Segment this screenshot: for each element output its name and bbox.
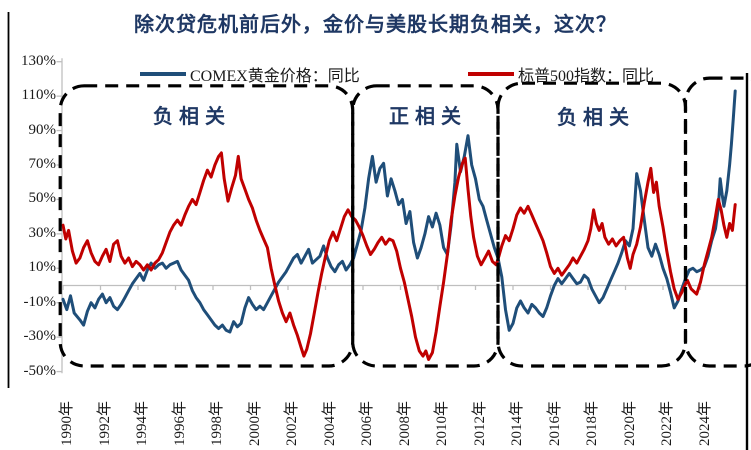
- correlation-region-box-1: [351, 84, 500, 368]
- y-axis-tick-label: 90%: [28, 121, 57, 138]
- y-axis-tick-label: 50%: [28, 190, 57, 207]
- legend-label-gold: COMEX黄金价格：同比: [190, 68, 360, 85]
- x-axis-tick-label: 1992年: [96, 400, 113, 446]
- x-axis-tick-label: 2002年: [284, 400, 300, 446]
- legend-label-spx: 标普500指数：同比: [518, 68, 655, 85]
- y-axis-tick-label: -10%: [23, 293, 57, 310]
- x-axis-tick-label: 2000年: [246, 400, 263, 446]
- y-axis-tick-label: 110%: [21, 87, 56, 104]
- correlation-region-box-3: [683, 76, 751, 368]
- x-axis-tick-label: 2022年: [659, 400, 675, 446]
- y-axis-tick-label: 70%: [28, 155, 57, 172]
- region-label-negative-2: 负相关: [557, 107, 635, 129]
- spx-line-swatch: [468, 72, 514, 76]
- x-axis-tick-label: 1996年: [171, 400, 188, 446]
- correlation-region-box-2: [496, 81, 688, 368]
- x-axis-tick-label: 1990年: [59, 400, 75, 446]
- gold-series-line: [61, 89, 737, 334]
- x-axis-tick-label: 2014年: [509, 400, 525, 446]
- x-axis-tick-label: 1998年: [209, 400, 225, 446]
- y-axis-tick-label: 30%: [28, 224, 57, 241]
- chart-title: 除次贷危机前后外，金价与美股长期负相关，这次？: [134, 14, 617, 36]
- region-label-positive: 正相关: [389, 106, 467, 128]
- x-axis-tick-label: 2020年: [621, 400, 638, 446]
- legend-item-gold: COMEX黄金价格：同比: [140, 62, 360, 86]
- correlation-region-box-0: [58, 84, 355, 368]
- x-axis-tick-label: 2004年: [321, 400, 338, 446]
- x-axis-tick-label: 2016年: [546, 400, 563, 446]
- y-axis-tick-label: 130%: [21, 52, 56, 69]
- y-axis-tick-label: -50%: [23, 362, 57, 379]
- region-label-negative-1: 负相关: [153, 106, 231, 128]
- x-axis-tick-label: 1994年: [134, 400, 150, 446]
- x-axis-tick-label: 2008年: [396, 400, 413, 446]
- x-axis-tick-label: 2006年: [359, 400, 375, 446]
- y-axis-tick-label: 10%: [28, 259, 57, 276]
- gold-line-swatch: [140, 72, 186, 76]
- y-axis-tick-label: -30%: [23, 328, 57, 345]
- x-axis-tick-label: 2018年: [584, 400, 600, 446]
- x-axis-tick-label: 2024年: [696, 400, 713, 446]
- x-axis-tick-label: 2012年: [471, 400, 488, 446]
- x-axis-tick-label: 2010年: [434, 400, 450, 446]
- legend-item-spx: 标普500指数：同比: [468, 62, 654, 86]
- spx-series-line: [61, 151, 737, 361]
